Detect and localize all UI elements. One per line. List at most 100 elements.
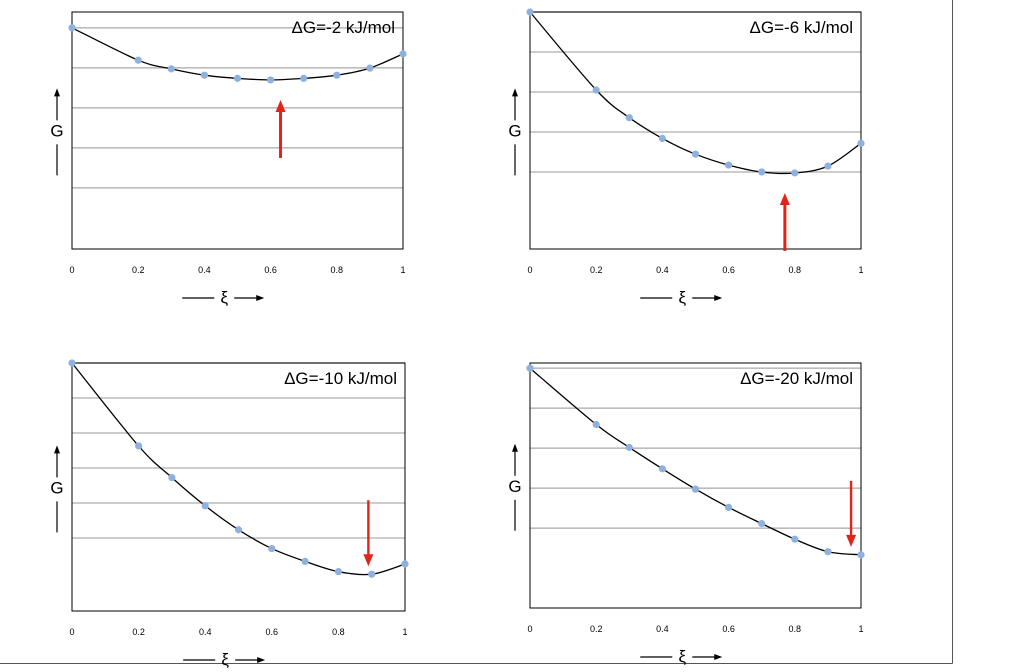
- data-point: [691, 150, 700, 158]
- x-axis-arrow-head: [256, 295, 265, 301]
- y-axis-label: G: [50, 121, 63, 140]
- data-point: [658, 465, 667, 473]
- equilibrium-arrow-head: [846, 534, 857, 547]
- x-axis-arrow-head: [714, 295, 723, 301]
- data-point: [526, 8, 534, 16]
- data-point: [167, 65, 175, 73]
- x-tick-label: 0.8: [332, 627, 345, 637]
- x-tick-label: 0.6: [264, 265, 277, 275]
- chart-panel-3: ΔG=-10 kJ/mol 0 0.2 0.4 0.6 0.8 1 Gξ: [50, 359, 409, 669]
- data-point: [68, 359, 76, 367]
- x-tick-label: 0.6: [266, 627, 279, 637]
- data-point: [301, 557, 309, 566]
- data-point: [592, 86, 600, 94]
- x-tick-label: 0: [527, 265, 532, 275]
- x-axis-label: ξ: [221, 650, 229, 669]
- plot-area: [72, 363, 405, 611]
- equilibrium-arrow-head: [779, 192, 790, 205]
- plot-frame: [71, 11, 404, 250]
- chart-panel-4: ΔG=-20 kJ/mol 0 0.2 0.4 0.6 0.8 1 Gξ: [508, 362, 865, 666]
- x-axis-label: ξ: [220, 288, 228, 307]
- data-point: [791, 169, 799, 177]
- data-point: [68, 24, 76, 32]
- chart-title: ΔG=-20 kJ/mol: [740, 369, 853, 388]
- data-point: [168, 473, 176, 482]
- data-point: [725, 503, 733, 511]
- chart-title: ΔG=-2 kJ/mol: [292, 18, 395, 37]
- x-tick-label: 0: [527, 624, 532, 634]
- data-point: [824, 548, 832, 556]
- data-point: [268, 544, 276, 553]
- data-point: [625, 114, 633, 122]
- data-point: [201, 502, 209, 510]
- x-tick-label: 0.6: [722, 265, 735, 275]
- chart-title: ΔG=-6 kJ/mol: [750, 18, 853, 37]
- x-tick-label: 1: [400, 265, 405, 275]
- data-point: [233, 74, 242, 82]
- plot-area: [530, 363, 861, 608]
- data-point: [857, 551, 865, 559]
- equilibrium-arrow-head: [275, 99, 286, 112]
- plot-frame: [71, 362, 406, 612]
- data-point: [234, 526, 243, 534]
- data-point: [758, 519, 766, 528]
- data-point: [366, 64, 374, 72]
- x-tick-label: 0.4: [199, 627, 212, 637]
- data-point: [691, 485, 700, 493]
- y-axis-arrow-head: [54, 88, 60, 97]
- y-axis-label: G: [508, 477, 521, 496]
- chart-title: ΔG=-10 kJ/mol: [284, 369, 397, 388]
- x-tick-label: 0.2: [590, 265, 603, 275]
- x-axis-label: ξ: [678, 647, 686, 666]
- data-point: [625, 443, 633, 452]
- series-line: [71, 27, 404, 81]
- data-point: [134, 56, 142, 64]
- x-tick-label: 1: [858, 265, 863, 275]
- x-tick-label: 0.8: [789, 624, 802, 634]
- x-tick-label: 0.2: [590, 624, 603, 634]
- data-point: [135, 442, 143, 450]
- x-tick-label: 0.2: [132, 265, 145, 275]
- y-axis-label: G: [508, 121, 521, 140]
- plot-frame: [529, 11, 862, 250]
- y-axis-label: G: [50, 478, 63, 497]
- data-point: [758, 168, 766, 176]
- chart-panel-2: ΔG=-6 kJ/mol 0 0.2 0.4 0.6 0.8 1 Gξ: [508, 8, 865, 307]
- plot-area: [530, 12, 861, 249]
- data-point: [300, 74, 308, 82]
- data-point: [368, 570, 376, 578]
- data-point: [658, 134, 667, 142]
- chart-panel-1: ΔG=-2 kJ/mol 0 0.2 0.4 0.6 0.8 1 Gξ: [50, 11, 407, 307]
- x-tick-label: 0.2: [132, 627, 145, 637]
- plot-frame: [529, 362, 862, 609]
- data-point: [824, 162, 832, 170]
- y-axis-arrow-head: [512, 443, 518, 452]
- x-tick-label: 1: [858, 624, 863, 634]
- x-tick-label: 0.4: [656, 265, 669, 275]
- equilibrium-arrow-head: [363, 554, 374, 567]
- x-tick-label: 0.4: [198, 265, 211, 275]
- y-axis-arrow-head: [512, 88, 518, 97]
- x-axis-label: ξ: [678, 288, 686, 307]
- plot-area: [72, 12, 403, 249]
- series-line: [529, 367, 862, 556]
- x-tick-label: 0.8: [789, 265, 802, 275]
- x-axis-arrow-head: [257, 657, 266, 663]
- series-line: [529, 11, 862, 175]
- x-axis-arrow-head: [714, 654, 723, 660]
- data-point: [267, 76, 275, 84]
- data-point: [200, 71, 208, 79]
- data-point: [526, 364, 534, 372]
- x-tick-label: 0: [69, 265, 74, 275]
- y-axis-arrow-head: [54, 445, 60, 454]
- data-point: [791, 535, 799, 543]
- data-point: [592, 420, 600, 429]
- data-point: [857, 139, 865, 147]
- series-line: [71, 362, 406, 576]
- x-tick-label: 0.6: [722, 624, 735, 634]
- x-tick-label: 0.8: [331, 265, 344, 275]
- x-tick-label: 1: [402, 627, 407, 637]
- data-point: [401, 560, 409, 568]
- data-point: [334, 568, 342, 576]
